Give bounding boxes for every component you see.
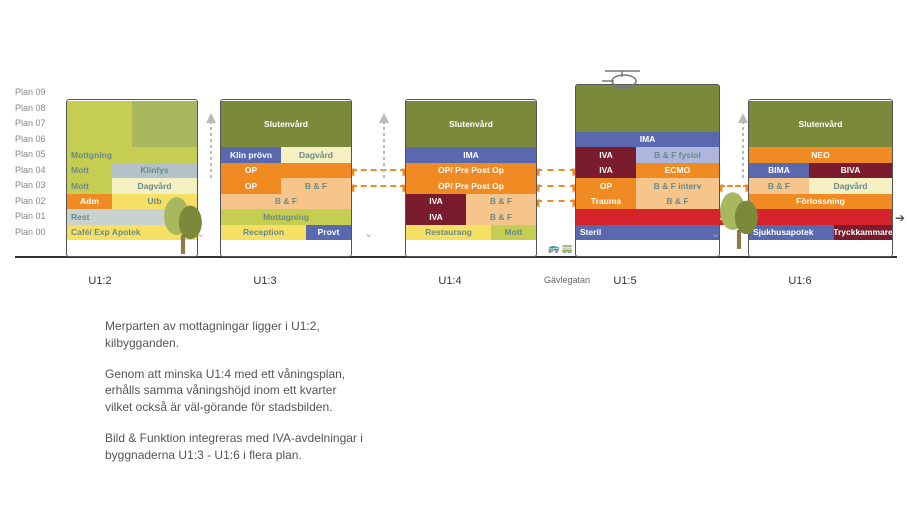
- floor-cell: B & F: [221, 194, 351, 210]
- building-label: U1:6: [735, 275, 865, 287]
- floor-cell: IVA: [406, 209, 466, 225]
- building-label: U1:2: [35, 275, 165, 287]
- arrow-up-icon: [205, 113, 217, 163]
- floor-cell: Restaurang: [406, 225, 491, 241]
- plan-label: Plan 09: [15, 85, 60, 101]
- tree-icon: [718, 188, 760, 251]
- floor-cell: Dagvård: [112, 178, 197, 194]
- plan-label: Plan 03: [15, 178, 60, 194]
- floor-cell: Tryckkammare: [834, 225, 892, 241]
- floor-cell: IVA: [406, 194, 466, 210]
- floor-cell: Mottgning: [67, 147, 197, 163]
- chevron-down-icon: ⌄: [364, 227, 373, 240]
- floor-cell: B & F: [281, 178, 351, 194]
- plan-label: Plan 08: [15, 101, 60, 117]
- floor-cell: OP: [221, 178, 281, 194]
- chevron-down-icon: ⌄: [711, 227, 720, 240]
- description-text: Merparten av mottagningar ligger i U1:2,…: [105, 318, 365, 478]
- floor-cell: Klinfys: [112, 163, 197, 179]
- floor-cell: Sjukhusapotek: [749, 225, 834, 241]
- floor-cell: [281, 163, 351, 179]
- plan-label: Plan 04: [15, 163, 60, 179]
- plan-label: Plan 02: [15, 194, 60, 210]
- connector-arrow: ◀▶: [536, 169, 576, 171]
- floor-cell: NEO: [749, 147, 892, 163]
- floor-cell: OP: [576, 178, 636, 194]
- connector-arrow: ◀▶: [351, 185, 406, 187]
- floor-cell: Slutenvård: [406, 101, 536, 148]
- floor-cell: B & F fysiol: [636, 147, 719, 163]
- floor-cell: Steril: [576, 225, 719, 241]
- floor-cell: Klin prövn: [221, 147, 281, 163]
- street-label: Gävlegatan: [544, 275, 590, 285]
- floor-cell: Trauma: [576, 194, 636, 210]
- plan-label: Plan 05: [15, 147, 60, 163]
- description-paragraph: Merparten av mottagningar ligger i U1:2,…: [105, 318, 365, 352]
- floor-cell: Mott: [67, 163, 112, 179]
- building-u14: SlutenvårdIMAOP/ Pre Post OpOP/ Pre Post…: [406, 85, 536, 240]
- floor-cell: IVA: [576, 147, 636, 163]
- floor-cell: Mottagning: [221, 209, 351, 225]
- floor-cell: Reception: [221, 225, 306, 241]
- plan-label: Plan 00: [15, 225, 60, 241]
- floor-cell: Provt: [306, 225, 351, 241]
- floor-cell: BIMA: [749, 163, 809, 179]
- floor-cell: Mott: [67, 178, 112, 194]
- connector-arrow: ◀▶: [536, 200, 576, 202]
- floor-cell: B & F interv: [636, 178, 719, 194]
- floor-cell: Slutenvård: [749, 101, 892, 148]
- floor-cell: [576, 85, 719, 132]
- building-label: U1:4: [385, 275, 515, 287]
- floor-cell: IMA: [406, 147, 536, 163]
- floor-cell: OP/ Pre Post Op: [406, 163, 536, 179]
- plan-label: Plan 07: [15, 116, 60, 132]
- building-u13: SlutenvårdKlin prövnDagvårdOPOPB & FB & …: [221, 85, 351, 240]
- floor-cell: IVA: [576, 163, 636, 179]
- connector-arrow: ◀▶: [719, 185, 749, 187]
- floor-cell: OP: [221, 163, 281, 179]
- plan-axis: Plan 09Plan 08Plan 07Plan 06Plan 05Plan …: [15, 85, 60, 240]
- floor-cell: Dagvård: [809, 178, 892, 194]
- floor-cell: Adm: [67, 194, 112, 210]
- building-section-diagram: Plan 09Plan 08Plan 07Plan 06Plan 05Plan …: [0, 85, 909, 270]
- transit-icons: 🚌 🚃: [548, 243, 573, 254]
- floor-cell: Mott: [491, 225, 536, 241]
- arrow-up-icon: [378, 113, 390, 163]
- floor-cell: B & F: [636, 194, 719, 210]
- plan-label: Plan 01: [15, 209, 60, 225]
- helicopter-icon: [600, 67, 640, 87]
- floor-cell: Förlossning: [749, 194, 892, 210]
- description-paragraph: Bild & Funktion integreras med IVA-avdel…: [105, 430, 365, 464]
- plan-label: Plan 06: [15, 132, 60, 148]
- floor-cell: Slutenvård: [221, 101, 351, 148]
- ground-line: [15, 256, 897, 258]
- description-paragraph: Genom att minska U1:4 med ett våningspla…: [105, 366, 365, 416]
- arrow-right-icon: ➔: [895, 211, 905, 225]
- chevron-down-icon: ⌄: [196, 227, 205, 240]
- floor-cell: BIVA: [809, 163, 892, 179]
- floor-cell: ECMO: [636, 163, 719, 179]
- arrow-up-icon: [737, 113, 749, 163]
- floor-cell: Dagvård: [281, 147, 351, 163]
- floor-cell: B & F: [466, 194, 536, 210]
- floor-cell: OP/ Pre Post Op: [406, 178, 536, 194]
- connector-arrow: ◀▶: [536, 185, 576, 187]
- floor-cell: IMA: [576, 132, 719, 148]
- tree-icon: [162, 193, 204, 256]
- building-label: U1:3: [200, 275, 330, 287]
- floor-cell: B & F: [466, 209, 536, 225]
